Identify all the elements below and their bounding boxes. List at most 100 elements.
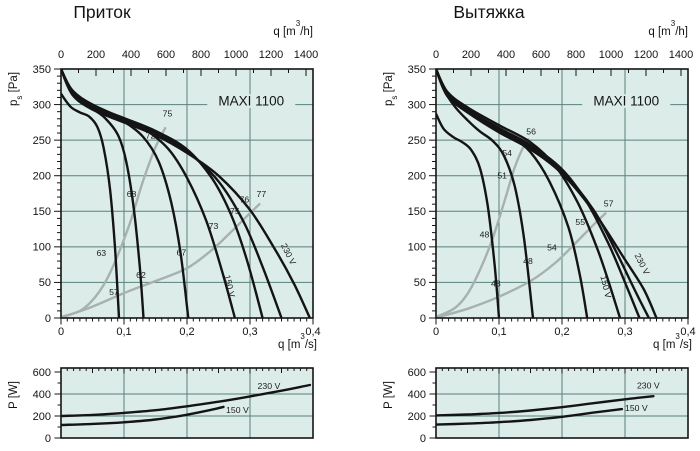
svg-text:600: 600: [33, 367, 51, 379]
svg-text:350: 350: [408, 64, 426, 76]
supply-pressure-chart: 0 200 400 600 800 1000 1200 1400 0 0,1 0,2 0,3 0,4 0 5…: [33, 49, 321, 338]
svg-text:0,4: 0,4: [305, 326, 320, 338]
curve-label-75: 75: [163, 109, 173, 119]
svg-text:1000: 1000: [224, 49, 248, 61]
supply-pressure-grid: [61, 69, 313, 318]
svg-text:300: 300: [408, 99, 426, 111]
svg-text:0,4: 0,4: [680, 326, 695, 338]
svg-text:350: 350: [33, 64, 51, 76]
svg-text:0,2: 0,2: [179, 326, 194, 338]
curve-label-76: 76: [239, 195, 249, 205]
extract-power-tick-labels: 0 200 400 600: [408, 367, 426, 445]
model-label: MAXI 1100: [593, 94, 659, 109]
curve-label-67: 67: [176, 247, 186, 257]
svg-text:200: 200: [33, 411, 51, 423]
flow-sec-axis-label-extract: q [m3/s]: [653, 332, 692, 351]
svg-text:0: 0: [45, 313, 51, 325]
svg-text:800: 800: [192, 49, 210, 61]
model-label-bg: [207, 94, 296, 108]
curve-label-57: 57: [604, 198, 614, 208]
fan-curve-speed-max (230 V): [61, 69, 312, 318]
model-label: MAXI 1100: [218, 94, 284, 109]
svg-text:200: 200: [462, 49, 480, 61]
extract-pressure-plot-border: [435, 68, 689, 319]
svg-text:400: 400: [497, 49, 515, 61]
curve-label-55: 55: [575, 217, 585, 227]
power-curve-230V: [61, 383, 312, 418]
svg-text:0: 0: [58, 326, 64, 338]
svg-text:0: 0: [420, 433, 426, 445]
curve-label-150V: 150 V: [598, 275, 613, 300]
supply-chart-title: Приток: [73, 2, 131, 22]
extract-pressure-fan-curves: [436, 69, 658, 318]
svg-text:0: 0: [58, 49, 64, 61]
curve-label-75: 75: [230, 206, 240, 216]
power-label-230V: 230 V: [258, 381, 281, 391]
svg-text:600: 600: [408, 367, 426, 379]
model-label-bg: [582, 94, 671, 108]
svg-text:1400: 1400: [669, 49, 693, 61]
supply-pressure-tick-labels: 0 200 400 600 800 1000 1200 1400 0 0,1 0,2 0,3 0,4 0 5…: [33, 49, 321, 338]
extract-power-ticks: [429, 368, 689, 439]
curve-label-54: 54: [502, 148, 512, 158]
svg-text:0: 0: [433, 326, 439, 338]
svg-text:0,2: 0,2: [554, 326, 569, 338]
flow-hour-axis-label-supply: q [m3/h]: [273, 19, 313, 38]
fan-curve-speed-4 (150 V): [61, 69, 237, 318]
svg-text:800: 800: [567, 49, 585, 61]
supply-power-chart: 0 200 400 600 230 V 150 V: [33, 367, 314, 445]
svg-text:0,1: 0,1: [116, 326, 131, 338]
fan-curve-speed-min: [61, 92, 121, 318]
extract-power-series-labels: 230 V 150 V: [625, 381, 660, 413]
fan-curve-speed-max (230 V): [436, 69, 658, 318]
curve-label-56: 56: [526, 126, 536, 136]
svg-text:0: 0: [45, 433, 51, 445]
svg-text:0: 0: [420, 313, 426, 325]
extract-power-chart: 0 200 400 600 230 V 150 V: [408, 367, 689, 445]
svg-text:150: 150: [33, 206, 51, 218]
fan-curve-speed-min: [436, 112, 501, 318]
power-label-230V: 230 V: [637, 381, 660, 391]
svg-text:400: 400: [33, 389, 51, 401]
power-curve-230V: [436, 395, 655, 417]
extract-pressure-grid: [436, 69, 688, 318]
curve-label-72: 72: [146, 131, 156, 141]
curve-label-48: 48: [480, 230, 490, 240]
svg-text:200: 200: [87, 49, 105, 61]
efficiency-line-steep: [61, 126, 167, 318]
svg-text:250: 250: [408, 135, 426, 147]
flow-hour-axis-label-extract: q [m3/h]: [648, 19, 688, 38]
supply-power-curves: [61, 383, 312, 427]
svg-text:0,3: 0,3: [242, 326, 257, 338]
supply-pressure-fan-curves: [61, 69, 312, 318]
extract-power-curves: [436, 395, 655, 426]
power-label-150V: 150 V: [226, 405, 249, 415]
svg-text:400: 400: [122, 49, 140, 61]
extract-pressure-chart: 0 200 400 600 800 1000 1200 1400 0 0,1 0,2 0,3 0,4 0 5…: [408, 49, 696, 338]
svg-text:50: 50: [39, 277, 51, 289]
svg-text:0: 0: [433, 49, 439, 61]
svg-text:100: 100: [33, 242, 51, 254]
curve-label-54: 54: [547, 242, 557, 252]
svg-text:1400: 1400: [294, 49, 318, 61]
supply-power-plot-border: [60, 367, 314, 439]
curve-label-62: 62: [136, 270, 146, 280]
svg-text:200: 200: [408, 171, 426, 183]
svg-text:100: 100: [408, 242, 426, 254]
svg-text:300: 300: [33, 99, 51, 111]
supply-pressure-plot-border: [60, 68, 314, 319]
extract-pressure-tick-labels: 0 200 400 600 800 1000 1200 1400 0 0,1 0,2 0,3 0,4 0 5…: [408, 49, 696, 338]
supply-power-tick-labels: 0 200 400 600: [33, 367, 51, 445]
supply-power-grid: [61, 368, 313, 438]
flow-sec-axis-label-supply: q [m3/s]: [278, 332, 317, 351]
svg-text:400: 400: [408, 389, 426, 401]
svg-text:200: 200: [33, 171, 51, 183]
svg-text:0,3: 0,3: [617, 326, 632, 338]
svg-text:0,1: 0,1: [491, 326, 506, 338]
svg-text:200: 200: [408, 411, 426, 423]
svg-text:1200: 1200: [259, 49, 283, 61]
curve-label-68: 68: [127, 189, 137, 199]
